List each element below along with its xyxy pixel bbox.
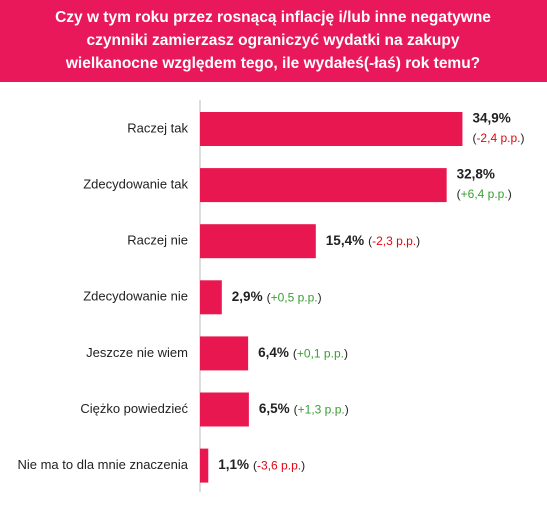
value-label: 34,9% — [472, 111, 510, 126]
change-label: (-2,4 p.p.) — [472, 131, 524, 145]
change-label: (+0,1 p.p.) — [293, 347, 348, 361]
change-label: (-3,6 p.p.) — [253, 459, 305, 473]
title-band — [0, 0, 547, 82]
change-label: (+0,5 p.p.) — [267, 290, 322, 304]
bar — [200, 336, 249, 371]
change-label: (+1,3 p.p.) — [294, 403, 349, 417]
category-label: Zdecydowanie tak — [83, 177, 188, 192]
category-label: Raczej tak — [127, 120, 188, 135]
value-label: 6,5% — [259, 401, 290, 416]
bar — [200, 392, 249, 427]
value-label: 32,8% — [457, 167, 495, 182]
chart-title: Czy w tym roku przez rosnącą inflację i/… — [55, 9, 491, 26]
value-label: 1,1% — [218, 457, 249, 472]
category-label: Nie ma to dla mnie znaczenia — [17, 457, 188, 472]
bar — [200, 224, 316, 259]
change-label: (+6,4 p.p.) — [457, 187, 512, 201]
category-label: Ciężko powiedzieć — [80, 401, 188, 416]
bar — [200, 112, 463, 146]
value-label: 2,9% — [232, 289, 263, 304]
category-label: Jeszcze nie wiem — [86, 345, 188, 360]
bar — [200, 280, 222, 315]
change-label: (-2,3 p.p.) — [368, 234, 420, 248]
category-label: Zdecydowanie nie — [83, 289, 188, 304]
chart-title: czynniki zamierzasz ograniczyć wydatki n… — [86, 32, 459, 49]
value-label: 15,4% — [326, 233, 364, 248]
bar — [200, 448, 209, 483]
category-label: Raczej nie — [127, 233, 188, 248]
value-label: 6,4% — [258, 345, 289, 360]
bar — [200, 168, 447, 203]
chart-title: wielkanocne względem tego, ile wydałeś(-… — [65, 55, 480, 72]
